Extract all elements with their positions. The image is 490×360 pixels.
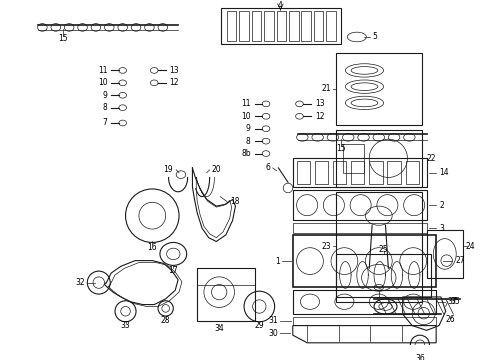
Text: 6: 6 bbox=[266, 163, 271, 172]
Bar bbox=[289, 11, 298, 41]
Text: 9: 9 bbox=[246, 124, 251, 133]
Text: 33: 33 bbox=[121, 321, 130, 330]
Bar bbox=[239, 11, 249, 41]
Text: 15: 15 bbox=[59, 35, 68, 44]
Text: 15: 15 bbox=[336, 144, 345, 153]
Bar bbox=[197, 268, 255, 321]
Text: 36: 36 bbox=[415, 354, 425, 360]
Text: 10: 10 bbox=[241, 112, 251, 121]
Text: 7: 7 bbox=[102, 118, 107, 127]
Text: 4: 4 bbox=[278, 1, 283, 10]
Text: 35: 35 bbox=[450, 297, 460, 306]
Bar bbox=[315, 161, 328, 184]
Text: 16: 16 bbox=[147, 243, 157, 252]
Text: 22: 22 bbox=[427, 154, 436, 163]
Bar bbox=[252, 11, 261, 41]
Bar bbox=[276, 11, 286, 41]
Text: 27: 27 bbox=[455, 256, 465, 265]
Text: 19: 19 bbox=[164, 165, 173, 174]
Bar bbox=[336, 53, 422, 125]
Bar bbox=[264, 11, 274, 41]
Text: 8b: 8b bbox=[241, 149, 251, 158]
Bar bbox=[301, 11, 311, 41]
Text: 29: 29 bbox=[254, 321, 264, 330]
Bar bbox=[326, 11, 336, 41]
Text: 9: 9 bbox=[102, 91, 107, 100]
Bar bbox=[427, 230, 463, 278]
Text: 30: 30 bbox=[269, 329, 278, 338]
Text: 10: 10 bbox=[98, 78, 107, 87]
Text: 8: 8 bbox=[246, 137, 251, 146]
Text: 17: 17 bbox=[169, 266, 178, 275]
Text: 13: 13 bbox=[170, 66, 179, 75]
Bar bbox=[369, 161, 383, 184]
Text: 13: 13 bbox=[315, 99, 324, 108]
Bar bbox=[293, 190, 427, 220]
Text: 26: 26 bbox=[445, 315, 455, 324]
Bar bbox=[293, 317, 436, 325]
Text: 23: 23 bbox=[321, 242, 331, 251]
Bar bbox=[314, 11, 323, 41]
Text: 14: 14 bbox=[439, 168, 449, 177]
Bar bbox=[293, 223, 427, 233]
Bar bbox=[221, 8, 341, 44]
Bar bbox=[406, 161, 419, 184]
Text: 1: 1 bbox=[275, 257, 280, 266]
Text: 11: 11 bbox=[241, 99, 251, 108]
Text: 25: 25 bbox=[379, 245, 389, 254]
Text: 3: 3 bbox=[439, 224, 444, 233]
Text: 11: 11 bbox=[98, 66, 107, 75]
Bar bbox=[388, 161, 401, 184]
Text: 28: 28 bbox=[161, 316, 171, 325]
Bar bbox=[336, 192, 422, 302]
Text: 8: 8 bbox=[102, 103, 107, 112]
Bar bbox=[336, 130, 422, 187]
Bar bbox=[293, 158, 427, 187]
Bar bbox=[351, 161, 365, 184]
Bar bbox=[293, 235, 436, 287]
Bar bbox=[336, 254, 431, 297]
Bar bbox=[343, 144, 365, 173]
Text: 24: 24 bbox=[466, 242, 475, 251]
Bar bbox=[293, 290, 436, 314]
Bar bbox=[227, 11, 236, 41]
Text: 20: 20 bbox=[212, 165, 221, 174]
Text: 5: 5 bbox=[372, 32, 377, 41]
Text: 12: 12 bbox=[315, 112, 324, 121]
Text: 12: 12 bbox=[170, 78, 179, 87]
Text: 31: 31 bbox=[269, 316, 278, 325]
Text: 37: 37 bbox=[448, 297, 457, 306]
Bar bbox=[333, 161, 346, 184]
Text: 32: 32 bbox=[76, 278, 85, 287]
Text: 34: 34 bbox=[214, 324, 224, 333]
Text: 2: 2 bbox=[439, 201, 444, 210]
Bar bbox=[296, 161, 310, 184]
Text: 21: 21 bbox=[321, 84, 331, 93]
Text: 18: 18 bbox=[231, 197, 240, 206]
